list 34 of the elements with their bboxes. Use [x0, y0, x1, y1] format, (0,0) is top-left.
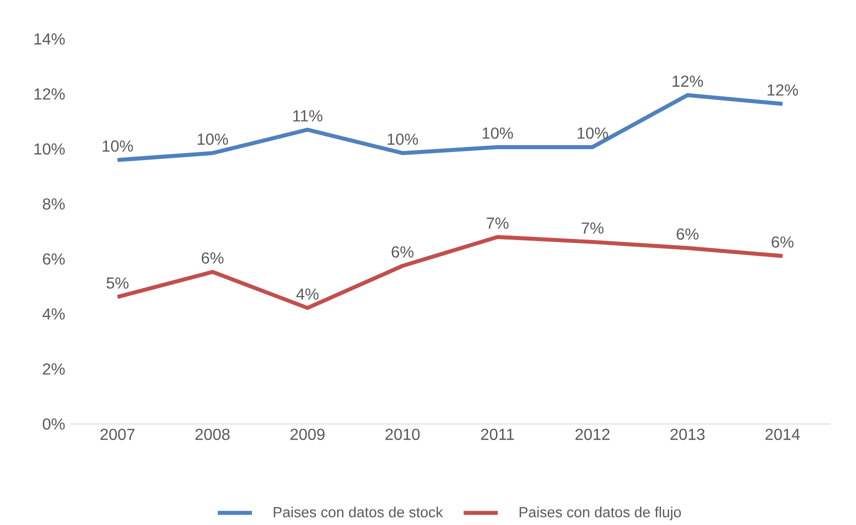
data-label: 10%	[388, 134, 418, 146]
data-label: 6%	[202, 252, 224, 264]
data-label: 12%	[768, 84, 798, 96]
data-label: 6%	[772, 236, 794, 248]
data-label: 11%	[293, 110, 322, 122]
x-tick-label: 2008	[196, 428, 230, 440]
legend-label: Paises con datos de flujo	[520, 506, 681, 520]
y-tick-label: 12%	[34, 88, 65, 100]
data-label: 5%	[106, 278, 128, 289]
data-label: 10%	[482, 128, 513, 140]
data-label: 10%	[198, 134, 228, 146]
data-label: 7%	[486, 218, 508, 229]
x-tick-label: 2009	[290, 428, 325, 440]
y-tick-label: 14%	[34, 34, 65, 45]
y-tick-label: 2%	[42, 364, 65, 375]
y-tick-label: 6%	[42, 254, 65, 265]
data-label: 6%	[676, 228, 698, 240]
y-tick-label: 4%	[42, 308, 65, 320]
x-tick-label: 2007	[100, 428, 134, 440]
data-label: 12%	[672, 76, 703, 88]
data-label: 10%	[102, 140, 133, 152]
x-tick-label: 2012	[576, 428, 610, 440]
data-label: 10%	[578, 128, 608, 140]
x-tick-label: 2011	[481, 428, 514, 440]
y-tick-label: 0%	[42, 418, 65, 430]
data-label: 4%	[296, 288, 318, 300]
data-label: 7%	[582, 222, 604, 234]
y-tick-label: 10%	[34, 144, 65, 155]
legend-label: Paises con datos de stock	[274, 506, 443, 518]
x-tick-label: 2013	[670, 428, 705, 440]
y-tick-label: 8%	[42, 198, 65, 210]
data-label: 6%	[392, 246, 414, 258]
x-tick-label: 2014	[765, 428, 800, 440]
x-tick-label: 2010	[386, 428, 420, 440]
